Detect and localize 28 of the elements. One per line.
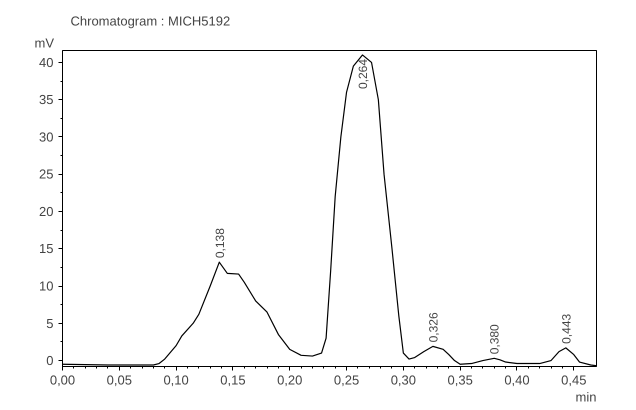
y-tick-label: 35 [39, 92, 54, 108]
x-axis-title: min [576, 390, 597, 404]
y-tick-label: 0 [46, 353, 54, 368]
y-tick-label: 5 [46, 316, 54, 331]
annotation: 0,443 [559, 314, 574, 344]
y-tick-label: 20 [39, 204, 54, 219]
annotation: 0,326 [426, 312, 440, 342]
line-series [62, 54, 596, 366]
y-tick-label: 30 [39, 129, 54, 144]
x-tick-label: 0,35 [448, 372, 473, 388]
x-tick-label: 0,10 [163, 372, 189, 388]
x-tick-label: 0,45 [561, 372, 586, 388]
x-tick-label: 0,00 [50, 372, 76, 388]
y-tick-label: 15 [39, 241, 54, 256]
y-tick-label: 10 [39, 278, 54, 294]
x-tick-label: 0,30 [390, 372, 416, 388]
x-tick-label: 0,15 [220, 372, 246, 388]
y-axis-title: mV [34, 36, 54, 50]
x-tick-label: 0,40 [504, 372, 530, 388]
x-tick-label: 0,25 [334, 372, 360, 388]
x-tick-label: 0,20 [277, 372, 302, 388]
y-tick-label: 40 [39, 54, 54, 70]
annotation: 0,264 [356, 58, 370, 89]
annotation: 0,138 [212, 228, 227, 258]
annotation: 0,380 [488, 324, 502, 354]
x-tick-label: 0,05 [106, 372, 132, 388]
chart-title: Chromatogram : MICH5192 [70, 14, 230, 28]
y-tick-label: 25 [39, 166, 54, 182]
